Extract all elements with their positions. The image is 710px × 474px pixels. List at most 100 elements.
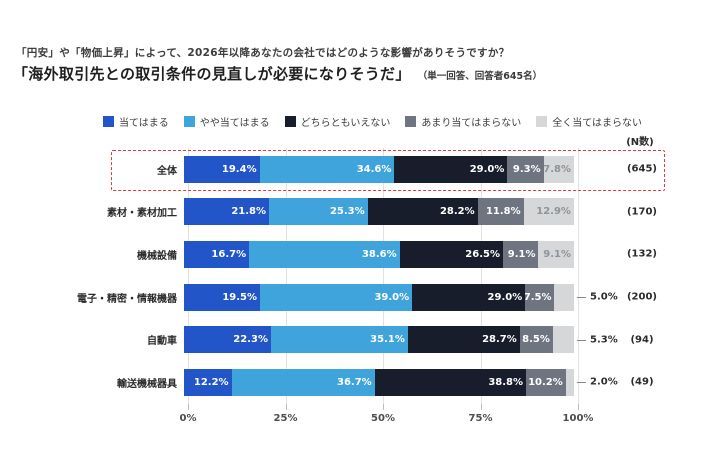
segment-value-label: 8.5% (522, 334, 550, 346)
segment-value-label: 7.8% (543, 163, 571, 175)
legend-label: あまり当てはまらない (421, 118, 522, 129)
bar-track: 21.8% 25.3% 28.2% 11.8% 12.9% (184, 198, 574, 226)
bar-segment: 26.5% (399, 240, 503, 268)
bar-segment: 34.6% (259, 155, 395, 183)
n-count-header: (N数) (626, 137, 654, 148)
legend-label: 当てはまる (118, 118, 169, 129)
bar-segment: 7.5% (525, 283, 555, 311)
bar-segment (554, 283, 574, 311)
n-count-value: (94) (630, 333, 654, 345)
chart-row: 輸送機械器具 12.2% 36.7% 38.8% 10.2% 2.0% (49) (0, 361, 710, 404)
bar-track: 16.7% 38.6% 26.5% 9.1% 9.1% (184, 240, 574, 268)
bar-segment: 38.6% (249, 240, 400, 268)
bar-segment: 12.2% (184, 368, 232, 396)
row-annotation: (170) (574, 191, 710, 234)
bar-segment: 28.7% (407, 326, 520, 354)
segment-value-label: 26.5% (465, 248, 500, 260)
legend-label: どちらともいえない (300, 118, 391, 129)
bar-segment: 28.2% (367, 198, 478, 226)
segment-value-label: 16.7% (211, 248, 247, 260)
segment-value-label: 29.0% (487, 291, 523, 303)
chart-row: 電子・精密・情報機器 19.5% 39.0% 29.0% 7.5% 5.0% (200) (0, 276, 710, 319)
legend-swatch-icon (536, 116, 548, 127)
bar-segment (552, 326, 574, 354)
bar-segment: 9.1% (538, 240, 574, 268)
segment-value-label: 25.3% (329, 206, 365, 218)
axis-tick-mark (480, 404, 482, 410)
bar-track: 12.2% 36.7% 38.8% 10.2% (184, 368, 574, 396)
axis-tick-mark (285, 404, 287, 410)
bar-segment: 29.0% (394, 155, 508, 183)
n-count-value: (170) (626, 206, 657, 218)
segment-value-label: 36.7% (337, 376, 372, 388)
bar-segment: 12.9% (523, 198, 574, 226)
bar-segment: 16.7% (184, 240, 250, 268)
bar-segment: 29.0% (412, 283, 526, 311)
segment-value-label: 22.3% (233, 334, 268, 346)
bar-track: 19.4% 34.6% 29.0% 9.3% 7.8% (184, 155, 574, 183)
callout-line (577, 297, 586, 299)
category-label: 機械設備 (137, 250, 177, 262)
segment-value-label: 19.5% (222, 291, 258, 303)
bar-segment: 19.5% (184, 283, 261, 311)
x-axis: 0% 25% 50% 75% 100% (0, 404, 710, 434)
legend-label: やや当てはまる (199, 118, 270, 129)
segment-value-label: 29.0% (469, 163, 505, 175)
segment-value-label: 9.3% (512, 163, 541, 175)
outside-value-label: 2.0% (590, 376, 618, 388)
bar-segment: 9.1% (503, 240, 539, 268)
bar-segment: 39.0% (260, 283, 413, 311)
segment-value-label: 7.5% (525, 291, 552, 303)
segment-value-label: 12.2% (193, 376, 229, 388)
axis-tick-mark (578, 404, 579, 410)
bar-track: 19.5% 39.0% 29.0% 7.5% (184, 283, 574, 311)
axis-tick-mark (383, 404, 384, 410)
legend: 当てはまる やや当てはまる どちらともいえない あまり当てはまらない 全く当てはまらない (100, 114, 645, 129)
segment-value-label: 10.2% (528, 376, 563, 388)
segment-value-label: 39.0% (374, 291, 410, 303)
chart-title-main: 「海外取引先との取引条件の見直しが必要になりそうだ」 (13, 65, 411, 83)
outside-value-label: 5.0% (590, 291, 618, 303)
segment-value-label: 9.1% (543, 248, 571, 260)
chart-row: 素材・素材加工 21.8% 25.3% 28.2% 11.8% 12.9% (170) (0, 191, 710, 234)
segment-value-label: 9.1% (507, 248, 536, 260)
bar-segment: 10.2% (526, 368, 566, 396)
chart-title: 「海外取引先との取引条件の見直しが必要になりそうだ」 （単一回答、回答者645名… (13, 63, 542, 84)
axis-tick-label: 75% (468, 413, 493, 424)
bar-segment: 35.1% (270, 326, 408, 354)
legend-swatch-icon (183, 116, 195, 127)
n-count-value: (49) (630, 376, 654, 388)
axis-tick-label: 100% (562, 413, 594, 424)
segment-value-label: 11.8% (485, 206, 521, 218)
bar-segment (565, 368, 574, 396)
outside-value-label: 5.3% (590, 333, 618, 345)
legend-item: どちらともいえない (284, 114, 391, 129)
row-annotation: (645) (574, 148, 710, 191)
question-title: 「円安」や「物価上昇」によって、2026年以降あなたの会社ではどのような影響があ… (16, 47, 510, 59)
bar-segment: 21.8% (184, 198, 270, 226)
category-label: 電子・精密・情報機器 (77, 293, 177, 305)
chart-row: 全体 19.4% 34.6% 29.0% 9.3% 7.8% (645) (0, 148, 710, 191)
axis-tick-label: 50% (371, 413, 395, 424)
bar-segment: 8.5% (519, 326, 553, 354)
bar-segment: 11.8% (477, 198, 524, 226)
callout-line (577, 382, 586, 384)
row-annotation: 5.0% (200) (574, 276, 710, 319)
axis-tick-label: 0% (179, 413, 197, 424)
legend-swatch-icon (405, 116, 417, 127)
legend-item: やや当てはまる (183, 114, 270, 129)
segment-value-label: 12.9% (536, 206, 571, 218)
segment-value-label: 38.8% (488, 376, 524, 388)
segment-value-label: 34.6% (356, 163, 392, 175)
chart-row: 自動車 22.3% 35.1% 28.7% 8.5% 5.3% (94) (0, 318, 710, 361)
legend-item: あまり当てはまらない (405, 114, 521, 129)
category-label: 素材・素材加工 (107, 208, 177, 220)
row-annotation: (132) (574, 233, 710, 276)
category-label: 自動車 (147, 336, 177, 348)
segment-value-label: 28.2% (439, 206, 475, 218)
n-count-value: (132) (626, 248, 657, 260)
legend-swatch-icon (102, 116, 114, 127)
n-count-value: (645) (626, 163, 657, 175)
legend-item: 当てはまる (102, 114, 169, 129)
